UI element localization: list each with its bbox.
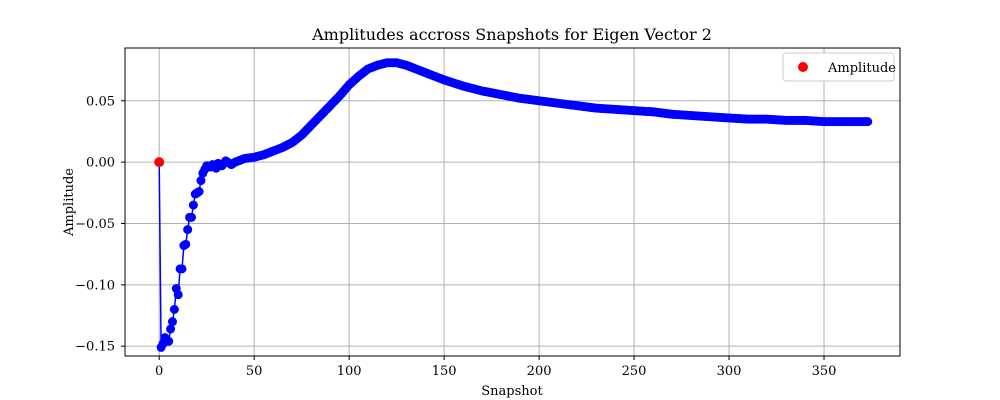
x-tick-label: 350 (812, 364, 837, 379)
y-axis-label: Amplitude (62, 168, 77, 237)
amplitude-point (863, 117, 873, 127)
series-layer (154, 58, 873, 352)
chart-title: Amplitudes accross Snapshots for Eigen V… (311, 25, 712, 44)
ticks: 0 50 100 150 200 250 300 350 −0.15 −0.10 −0.05 0.00… (75, 94, 836, 379)
amplitude-point (177, 264, 187, 274)
legend-marker (798, 62, 808, 72)
x-tick-label: 300 (717, 364, 742, 379)
x-tick-label: 0 (155, 364, 163, 379)
amplitude-point (167, 317, 177, 327)
x-tick-label: 100 (337, 364, 362, 379)
amplitude-point (173, 290, 183, 300)
y-tick-label: −0.10 (75, 278, 115, 293)
plot-frame (124, 47, 901, 357)
amplitude-point (188, 200, 198, 210)
amplitude-point (196, 176, 206, 186)
amplitude-point (169, 304, 179, 314)
legend: Amplitude (782, 52, 896, 82)
amplitude-point (194, 187, 204, 197)
x-tick-label: 50 (246, 364, 263, 379)
legend-box (782, 52, 895, 82)
x-axis-label: Snapshot (481, 384, 543, 399)
x-tick-label: 150 (432, 364, 457, 379)
amplitude-point (166, 324, 176, 334)
y-tick-label: −0.05 (75, 217, 115, 232)
y-tick-label: 0.00 (86, 156, 115, 171)
legend-label: Amplitude (827, 61, 896, 76)
y-tick-label: −0.15 (75, 340, 115, 355)
amplitude-point (186, 212, 196, 222)
highlight-amplitude-point (154, 157, 165, 168)
amplitude-point (181, 239, 191, 249)
x-tick-label: 250 (622, 364, 647, 379)
grid (125, 48, 900, 356)
amplitude-point (164, 336, 174, 346)
amplitude-point (183, 225, 193, 235)
y-tick-label: 0.05 (86, 94, 115, 109)
x-tick-label: 200 (527, 364, 552, 379)
